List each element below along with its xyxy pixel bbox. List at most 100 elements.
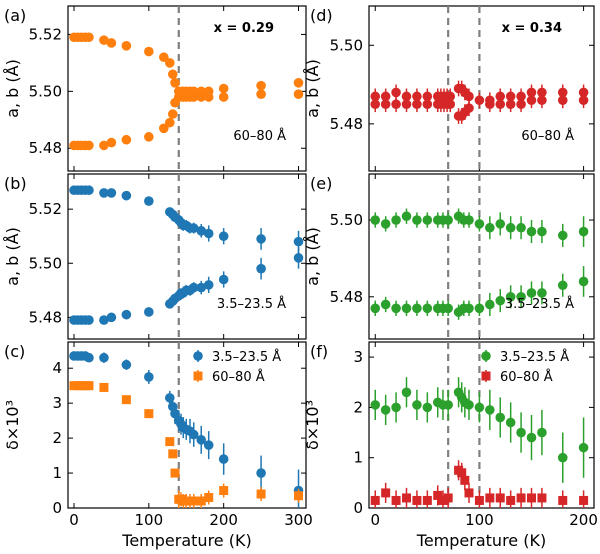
y-tick-label: 5.52 bbox=[29, 200, 62, 218]
data-point bbox=[474, 219, 485, 229]
data-point bbox=[196, 282, 207, 293]
data-point bbox=[380, 219, 391, 229]
data-point bbox=[99, 315, 109, 325]
data-point bbox=[256, 234, 266, 244]
plot-frame bbox=[368, 5, 595, 172]
data-point bbox=[370, 303, 381, 314]
data-point bbox=[495, 91, 506, 102]
data-point bbox=[256, 468, 266, 478]
x-tick-label: 0 bbox=[370, 511, 380, 529]
data-point bbox=[370, 400, 381, 410]
data-point bbox=[485, 299, 495, 310]
data-point bbox=[256, 80, 266, 91]
data-point bbox=[485, 222, 495, 233]
legend-marker bbox=[481, 371, 491, 381]
data-point bbox=[557, 452, 568, 463]
series-2 bbox=[69, 247, 304, 325]
data-point bbox=[391, 99, 401, 110]
data-point bbox=[219, 486, 229, 496]
data-point bbox=[293, 78, 304, 88]
data-point bbox=[84, 315, 94, 325]
data-point bbox=[256, 489, 266, 499]
data-point bbox=[537, 95, 547, 106]
data-point bbox=[256, 263, 266, 274]
data-point bbox=[505, 99, 516, 110]
data-point bbox=[516, 91, 526, 102]
data-point bbox=[505, 91, 516, 102]
data-point bbox=[204, 493, 214, 503]
panel-label: (c) bbox=[4, 342, 25, 361]
legend-entry: 3.5–23.5 Å bbox=[212, 349, 281, 365]
y-tick-label: 3 bbox=[353, 348, 363, 366]
data-point bbox=[537, 427, 547, 438]
y-tick-label: 5.48 bbox=[29, 139, 62, 157]
data-point bbox=[485, 493, 495, 503]
range-label: 3.5–23.5 Å bbox=[217, 296, 286, 312]
data-point bbox=[464, 103, 474, 113]
data-point bbox=[196, 226, 207, 236]
x-tick-label: 200 bbox=[209, 511, 238, 529]
y-tick-label: 5.52 bbox=[29, 25, 62, 43]
data-point bbox=[84, 352, 94, 363]
data-point bbox=[106, 137, 117, 148]
y-tick-label: 0 bbox=[353, 499, 363, 517]
composition-label: x = 0.29 bbox=[214, 21, 274, 36]
data-point bbox=[537, 288, 547, 298]
x-tick-label: 200 bbox=[569, 511, 598, 529]
data-point bbox=[516, 291, 526, 302]
data-point bbox=[516, 222, 526, 233]
panel-label: (a) bbox=[4, 6, 26, 25]
x-tick-label: 100 bbox=[135, 511, 164, 529]
data-point bbox=[422, 91, 433, 102]
data-point bbox=[578, 442, 589, 453]
y-tick-label: 5.50 bbox=[330, 211, 363, 229]
data-point bbox=[474, 95, 485, 106]
data-point bbox=[99, 140, 109, 151]
data-point bbox=[391, 402, 401, 413]
data-point bbox=[412, 303, 422, 314]
data-point bbox=[158, 123, 169, 134]
data-point bbox=[438, 495, 448, 505]
data-point bbox=[380, 91, 391, 102]
series-1 bbox=[370, 208, 589, 247]
x-axis-label: Temperature (K) bbox=[416, 531, 546, 550]
data-point bbox=[293, 253, 304, 263]
data-point bbox=[188, 282, 199, 293]
data-point bbox=[464, 303, 474, 314]
panel-label: (f) bbox=[310, 342, 328, 361]
data-point bbox=[495, 412, 506, 423]
data-point bbox=[443, 493, 453, 503]
y-tick-label: 1 bbox=[52, 464, 62, 482]
data-point bbox=[164, 117, 175, 128]
data-point bbox=[218, 231, 229, 242]
data-point bbox=[557, 230, 568, 241]
composition-label: x = 0.34 bbox=[502, 21, 562, 36]
data-point bbox=[189, 496, 199, 506]
plot-frame bbox=[67, 173, 307, 340]
data-point bbox=[380, 299, 391, 310]
panel-a: (a) 5.48 5.50 5.52 a, b (Å) x = 0.29 60–80 Å bbox=[3, 5, 307, 172]
data-point bbox=[99, 382, 109, 392]
data-point bbox=[144, 196, 154, 206]
data-point bbox=[401, 99, 412, 110]
y-axis-label: a, b (Å) bbox=[3, 59, 22, 118]
y-tick-label: 5.50 bbox=[29, 82, 62, 100]
data-point bbox=[218, 92, 229, 102]
y-tick-label: 2 bbox=[353, 398, 363, 416]
series-1 bbox=[69, 32, 304, 97]
data-point bbox=[516, 493, 526, 503]
data-point bbox=[218, 83, 229, 94]
y-tick-label: 0 bbox=[52, 499, 62, 517]
data-point bbox=[422, 495, 432, 505]
data-point bbox=[188, 429, 199, 440]
data-point bbox=[445, 99, 456, 110]
data-point bbox=[422, 402, 433, 413]
data-point bbox=[381, 488, 391, 498]
data-point bbox=[506, 495, 516, 505]
data-point bbox=[168, 449, 178, 459]
data-point bbox=[464, 488, 474, 498]
data-point bbox=[84, 32, 94, 43]
x-tick-label: 0 bbox=[69, 511, 79, 529]
data-point bbox=[391, 495, 401, 505]
